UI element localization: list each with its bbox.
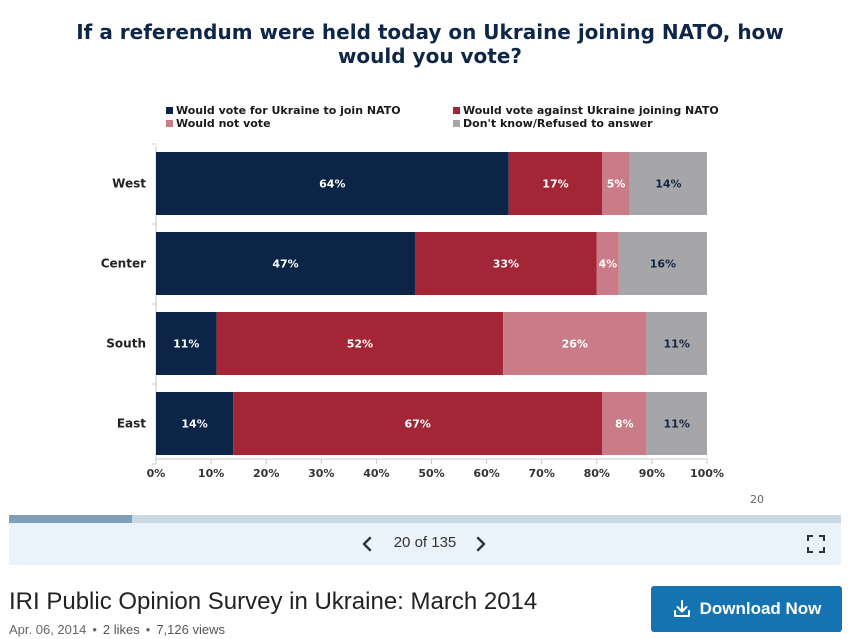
slide-progress-fill (9, 515, 133, 523)
data-label: 17% (542, 178, 568, 191)
legend-swatch (166, 120, 173, 127)
document-likes[interactable]: 2 likes (102, 622, 140, 637)
category-label: Center (101, 257, 146, 271)
x-tick-label: 80% (584, 467, 610, 480)
data-label: 11% (173, 338, 199, 351)
bar-segment (156, 152, 509, 215)
document-title: IRI Public Opinion Survey in Ukraine: Ma… (9, 588, 538, 615)
legend-item: Would not vote (166, 117, 271, 130)
data-label: 11% (664, 418, 690, 431)
x-tick-label: 100% (690, 467, 724, 480)
data-label: 52% (347, 338, 373, 351)
data-label: 4% (598, 258, 617, 271)
bar-segment (646, 392, 707, 455)
data-label: 33% (493, 258, 519, 271)
bar-segment (602, 392, 647, 455)
chevron-left-icon (362, 536, 372, 552)
bar-segment (629, 152, 707, 215)
x-tick-label: 10% (198, 467, 224, 480)
x-tick-label: 0% (147, 467, 166, 480)
chart: 0% 10% 20% 30% 40% 50% 60% 70% 80% 90% 100% West 64%… (101, 143, 724, 480)
legend-label: Would vote for Ukraine to join NATO (176, 104, 401, 117)
data-label: 14% (181, 418, 207, 431)
viewer-controls: 20 of 135 (9, 523, 841, 565)
download-button[interactable]: Download Now (651, 586, 842, 632)
data-label: 5% (607, 178, 626, 191)
category-label: South (106, 337, 146, 351)
document-meta: Apr. 06, 2014 • 2 likes • 7,126 views (9, 622, 225, 637)
bar-segment (233, 392, 603, 455)
bar-segment (503, 312, 647, 375)
x-tick-label: 90% (639, 467, 665, 480)
data-label: 64% (319, 178, 345, 191)
document-views: 7,126 views (156, 622, 225, 637)
fullscreen-button[interactable] (805, 533, 827, 555)
chart-title: If a referendum were held today on Ukrai… (76, 20, 784, 68)
bar-segment (618, 232, 707, 295)
legend-label: Would not vote (176, 117, 271, 130)
next-slide-button[interactable] (469, 532, 493, 556)
meta-separator: • (92, 622, 97, 637)
legend-item: Don't know/Refused to answer (453, 117, 653, 130)
data-label: 11% (664, 338, 690, 351)
x-tick-label: 20% (253, 467, 279, 480)
download-icon (673, 600, 690, 617)
data-label: 67% (405, 418, 431, 431)
legend-swatch (166, 107, 173, 114)
slide-page-number: 20 (750, 493, 764, 506)
legend-item: Would vote against Ukraine joining NATO (453, 104, 719, 117)
slide-progress-bar[interactable] (9, 515, 841, 523)
bar-segment (602, 152, 630, 215)
fullscreen-icon (807, 535, 825, 553)
bar-segment (508, 152, 603, 215)
slide: If a referendum were held today on Ukrai… (76, 20, 784, 506)
x-tick-label: 50% (418, 467, 444, 480)
legend-label: Don't know/Refused to answer (463, 117, 653, 130)
document-date: Apr. 06, 2014 (9, 622, 87, 637)
category-label: East (117, 417, 146, 431)
data-label: 26% (562, 338, 588, 351)
bar-segment (156, 312, 217, 375)
bar-segment (414, 232, 597, 295)
legend-label: Would vote against Ukraine joining NATO (463, 104, 719, 117)
bar-segment (596, 232, 619, 295)
bar-segment (156, 232, 415, 295)
x-tick-label: 40% (363, 467, 389, 480)
data-label: 8% (615, 418, 634, 431)
legend-item: Would vote for Ukraine to join NATO (166, 104, 401, 117)
data-label: 16% (650, 258, 676, 271)
bar-segment (216, 312, 504, 375)
bar-segment (156, 392, 234, 455)
bar-segment (646, 312, 707, 375)
data-label: 14% (655, 178, 681, 191)
meta-separator: • (145, 622, 151, 637)
data-label: 47% (272, 258, 298, 271)
x-tick-label: 60% (473, 467, 499, 480)
legend-swatch (453, 120, 460, 127)
chevron-right-icon (476, 536, 486, 552)
previous-slide-button[interactable] (355, 532, 379, 556)
x-tick-label: 30% (308, 467, 334, 480)
download-label: Download Now (699, 599, 822, 618)
legend-swatch (453, 107, 460, 114)
category-label: West (112, 177, 146, 191)
x-tick-label: 70% (529, 467, 555, 480)
slide-counter: 20 of 135 (393, 534, 457, 551)
